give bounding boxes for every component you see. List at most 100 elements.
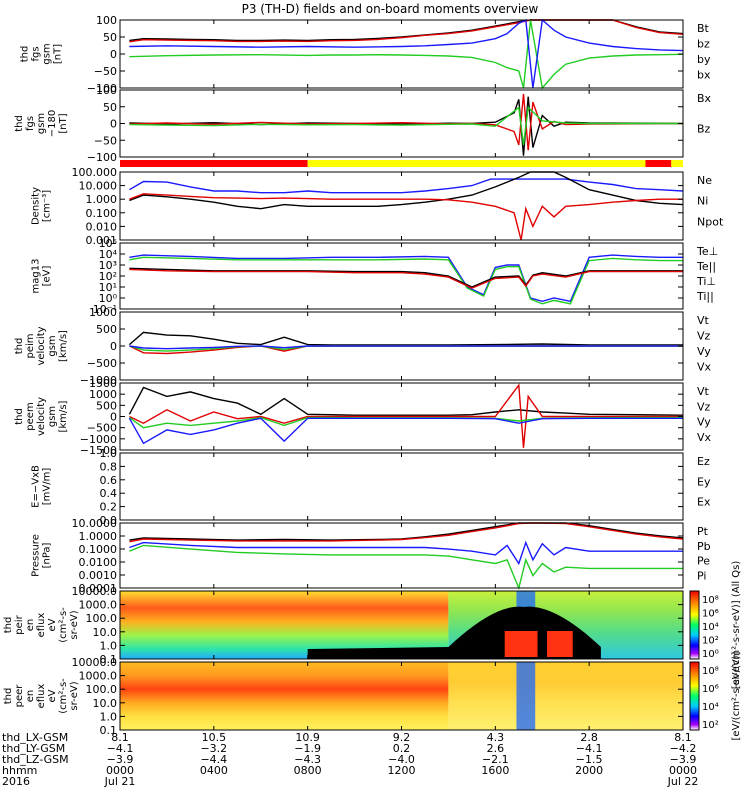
y-axis-label: Density[cm⁻³] xyxy=(31,187,53,225)
y-axis-label-line: sr-eV) xyxy=(69,610,80,639)
colorbar-tick-label: 10⁴ xyxy=(702,622,719,633)
y-tick-label: 1.0 xyxy=(100,447,118,460)
y-axis-label: thdpeimvelocitygsm[km/s] xyxy=(14,326,69,365)
legend-item-density-2: Npot xyxy=(697,215,724,228)
legend-item-temp-1: Te|| xyxy=(696,260,716,273)
y-axis-label-line: thd xyxy=(14,115,25,132)
ephemeris-value: −1.9 xyxy=(294,742,321,755)
year-label: 2016 xyxy=(2,775,30,788)
y-tick-label: 0.0001 xyxy=(79,582,118,595)
date-start-label: Jul 21 xyxy=(104,775,136,788)
y-axis-label-line: −180 xyxy=(47,110,58,137)
legend-item-ion_velocity-3: Vx xyxy=(697,361,712,374)
y-axis-label: thdpeerenefluxeV(cm²-s-sr-eV) xyxy=(3,678,80,714)
y-tick-label: 10¹ xyxy=(99,281,117,294)
y-axis-label: thdpeirenefluxeV(cm²-s-sr-eV) xyxy=(3,607,80,643)
y-tick-label: 0.4 xyxy=(100,487,118,500)
y-axis-label-line: sr-eV) xyxy=(69,681,80,710)
y-tick-label: 1000.0 xyxy=(79,599,118,612)
y-tick-label: 0.0100 xyxy=(79,556,118,569)
y-tick-label: 50 xyxy=(103,31,117,44)
ephemeris-value: −3.9 xyxy=(670,753,697,766)
series-pressure-Pb xyxy=(129,522,684,543)
ephemeris-row-label: thd_LZ-GSM xyxy=(2,753,69,766)
series-fgs-by xyxy=(129,19,684,90)
y-tick-label: 0 xyxy=(110,48,117,61)
legend-item-fgs-0: Bt xyxy=(697,22,710,35)
panel-ion_velocity: 1000 500 0 −500 −1000 thdpeimvelocitygsm[km/s… xyxy=(14,306,712,387)
series-pressure-Pe xyxy=(129,544,683,591)
y-axis-label-line: gsm xyxy=(36,113,47,134)
y-axis-label-line: thd xyxy=(14,338,25,355)
y-tick-label: 10.000 xyxy=(79,180,118,193)
y-tick-label: 100 xyxy=(96,84,117,97)
chart-title: P3 (TH-D) fields and on-board moments ov… xyxy=(242,2,539,16)
y-axis-label-line: velocity xyxy=(36,326,47,365)
y-axis-label-line: en xyxy=(25,619,36,632)
series-electron_velocity-Vx xyxy=(128,417,683,445)
ephemeris-value: −1.5 xyxy=(576,753,603,766)
colorbar xyxy=(689,661,700,731)
legend-item-electron_velocity-3: Vx xyxy=(697,431,712,444)
y-axis-label-line: gsm xyxy=(47,406,58,427)
colorbar-label: [eV/(cm²-s-sr-eV)] xyxy=(731,651,742,740)
y-axis-label-line: fgs xyxy=(31,46,42,61)
y-axis-label-line: gsm xyxy=(42,43,53,64)
legend-item-ion_velocity-1: Vz xyxy=(697,330,711,343)
y-tick-label: 0.6 xyxy=(100,474,118,487)
ephemeris-value: 2.8 xyxy=(580,731,598,744)
ephemeris-row-label: thd_LY-GSM xyxy=(2,742,65,755)
y-axis-label-line: thd xyxy=(20,46,31,63)
y-tick-label: 0.0 xyxy=(100,514,118,527)
legend-item-fgs_dsl-1: Bz xyxy=(697,123,711,136)
colorbar-tick-label: 10² xyxy=(702,636,719,647)
spectrogram-fill xyxy=(120,662,449,730)
y-axis-label-line: eflux xyxy=(36,613,47,638)
y-tick-label: 1.000 xyxy=(86,193,118,206)
series-density-Npot xyxy=(129,178,684,194)
y-axis-label-line: eV xyxy=(47,618,58,631)
colorbar-tick-label: 10⁶ xyxy=(702,609,719,620)
y-tick-label: 100.000 xyxy=(72,166,118,179)
ephemeris-value: 1600 xyxy=(481,764,509,777)
y-axis-label-line: fgs xyxy=(25,116,36,131)
ephemeris-value: 8.1 xyxy=(674,731,692,744)
series-temp-Te⊥ xyxy=(129,268,683,289)
y-tick-label: −1000 xyxy=(80,433,117,446)
y-tick-label: 100.0 xyxy=(86,683,118,696)
y-tick-label: 100.0 xyxy=(86,612,118,625)
panel-elec_spec: 10000.01000.0100.010.01.00.1thdpeerenefl… xyxy=(3,656,684,737)
colorbar-elec_spec: 10⁸ 10⁶ 10⁴ 10² [eV/(cm²-s-sr-eV)] xyxy=(689,651,742,740)
ephemeris-value: 9.2 xyxy=(393,731,411,744)
legend-item-efield-0: Ez xyxy=(697,455,710,468)
y-tick-label: 0.1 xyxy=(100,653,118,666)
legend-item-pressure-1: Pb xyxy=(697,540,711,553)
series-ion_velocity-Vx xyxy=(129,345,683,350)
ephemeris-value: −3.2 xyxy=(200,742,227,755)
y-axis-label-line: [km/s] xyxy=(58,330,69,362)
y-axis-label-line: Density xyxy=(31,187,42,225)
y-axis-label-line: en xyxy=(25,690,36,703)
y-tick-label: 0 xyxy=(110,340,117,353)
y-axis-label: mag13[eV] xyxy=(31,259,53,294)
ephemeris-value: −4.3 xyxy=(294,753,321,766)
y-tick-label: 0.100 xyxy=(86,207,118,220)
ephemeris-value: 4.3 xyxy=(487,731,505,744)
legend-item-density-0: Ne xyxy=(697,174,712,187)
y-axis-label-line: eV xyxy=(47,689,58,702)
y-tick-label: 1.0 xyxy=(100,710,118,723)
panel-frame xyxy=(119,19,684,89)
y-axis-label-line: [nT] xyxy=(53,44,64,64)
y-tick-label: 0.001 xyxy=(86,234,118,247)
ephemeris-row-label: hhmm xyxy=(2,764,37,777)
y-tick-label: 1500 xyxy=(89,377,117,390)
ephemeris-value: 10.5 xyxy=(202,731,227,744)
y-tick-label: 10⁰ xyxy=(99,292,118,305)
y-tick-label: −100 xyxy=(87,82,117,95)
ephemeris-value: 8.1 xyxy=(111,731,129,744)
mode-bar-segment-0 xyxy=(120,160,308,167)
y-tick-label: 500 xyxy=(96,399,117,412)
legend-item-fgs-3: bx xyxy=(697,69,711,82)
